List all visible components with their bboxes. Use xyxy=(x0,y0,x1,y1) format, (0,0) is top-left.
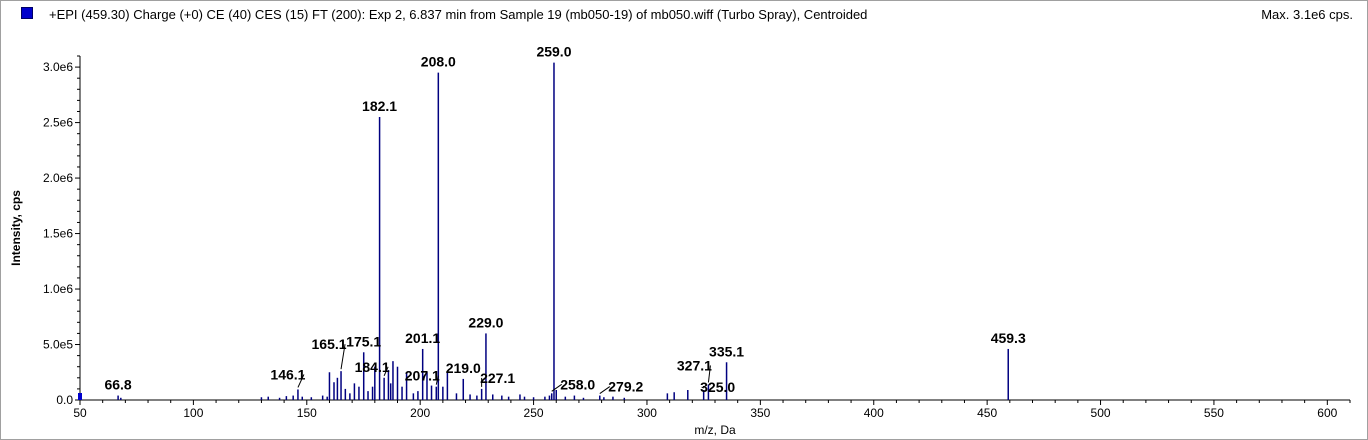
peak-label: 182.1 xyxy=(362,98,397,114)
peak-label: 175.1 xyxy=(346,333,381,349)
peak-label: 259.0 xyxy=(536,44,571,60)
label-leader-line xyxy=(599,386,611,394)
label-leader-line xyxy=(707,365,711,383)
peak-label: 184.1 xyxy=(355,359,390,375)
x-tick-label: 300 xyxy=(637,406,657,420)
peak-labels: 66.8 146.1 165.1 175.1 182.1 184.1 201.1 207.1 2… xyxy=(104,44,1025,395)
y-tick-label: 0.0 xyxy=(56,393,73,407)
x-tick-label: 200 xyxy=(410,406,430,420)
peak-label: 327.1 xyxy=(677,357,712,373)
peak-label: 207.1 xyxy=(405,368,440,384)
max-intensity-label: Max. 3.1e6 cps. xyxy=(1261,7,1353,22)
label-leader-line xyxy=(297,374,305,388)
y-tick-label: 2.0e6 xyxy=(43,171,73,185)
peak-label: 165.1 xyxy=(312,336,347,352)
chart-title: +EPI (459.30) Charge (+0) CE (40) CES (1… xyxy=(49,7,868,22)
x-tick-label: 50 xyxy=(73,406,87,420)
peak-label: 459.3 xyxy=(991,330,1026,346)
label-leader-line xyxy=(340,344,346,370)
peak-label: 201.1 xyxy=(405,330,440,346)
x-tick-label: 450 xyxy=(977,406,997,420)
peak-label: 227.1 xyxy=(480,370,515,386)
peak-label: 229.0 xyxy=(468,314,503,330)
peak-label: 219.0 xyxy=(446,360,481,376)
x-tick-label: 150 xyxy=(297,406,317,420)
x-tick-label: 250 xyxy=(524,406,544,420)
x-tick-label: 400 xyxy=(864,406,884,420)
peak-series xyxy=(78,62,1009,400)
baseline-marker xyxy=(78,393,82,400)
peak-label: 208.0 xyxy=(421,54,456,70)
y-tick-label: 1.0e6 xyxy=(43,282,73,296)
peak-label: 279.2 xyxy=(608,379,643,395)
peak-label: 66.8 xyxy=(104,377,131,393)
axes: 50 100 150 200 250 300 350 400 450 500 550 600 0.0 5.… xyxy=(43,55,1351,420)
x-tick-label: 100 xyxy=(183,406,203,420)
chart-header: +EPI (459.30) Charge (+0) CE (40) CES (1… xyxy=(1,1,1367,27)
y-tick-label: 3.0e6 xyxy=(43,60,73,74)
x-tick-label: 350 xyxy=(750,406,770,420)
x-tick-label: 600 xyxy=(1317,406,1337,420)
label-leader-line xyxy=(383,366,389,377)
label-leaders xyxy=(297,344,711,394)
x-tick-label: 500 xyxy=(1091,406,1111,420)
label-leader-line xyxy=(435,375,439,385)
x-tick-label: 550 xyxy=(1204,406,1224,420)
peak-label: 146.1 xyxy=(270,366,305,382)
y-tick-label: 2.5e6 xyxy=(43,116,73,130)
peak-label: 335.1 xyxy=(709,343,744,359)
label-leader-line xyxy=(701,386,704,389)
peak-label: 325.0 xyxy=(700,379,735,395)
y-tick-label: 5.0e5 xyxy=(43,338,73,352)
label-leader-line xyxy=(551,383,563,392)
x-axis-title: m/z, Da xyxy=(694,423,736,437)
y-axis-title: Intensity, cps xyxy=(9,190,23,266)
y-tick-label: 1.5e6 xyxy=(43,227,73,241)
peak-label: 258.0 xyxy=(560,376,595,392)
legend-swatch-icon xyxy=(21,7,33,19)
